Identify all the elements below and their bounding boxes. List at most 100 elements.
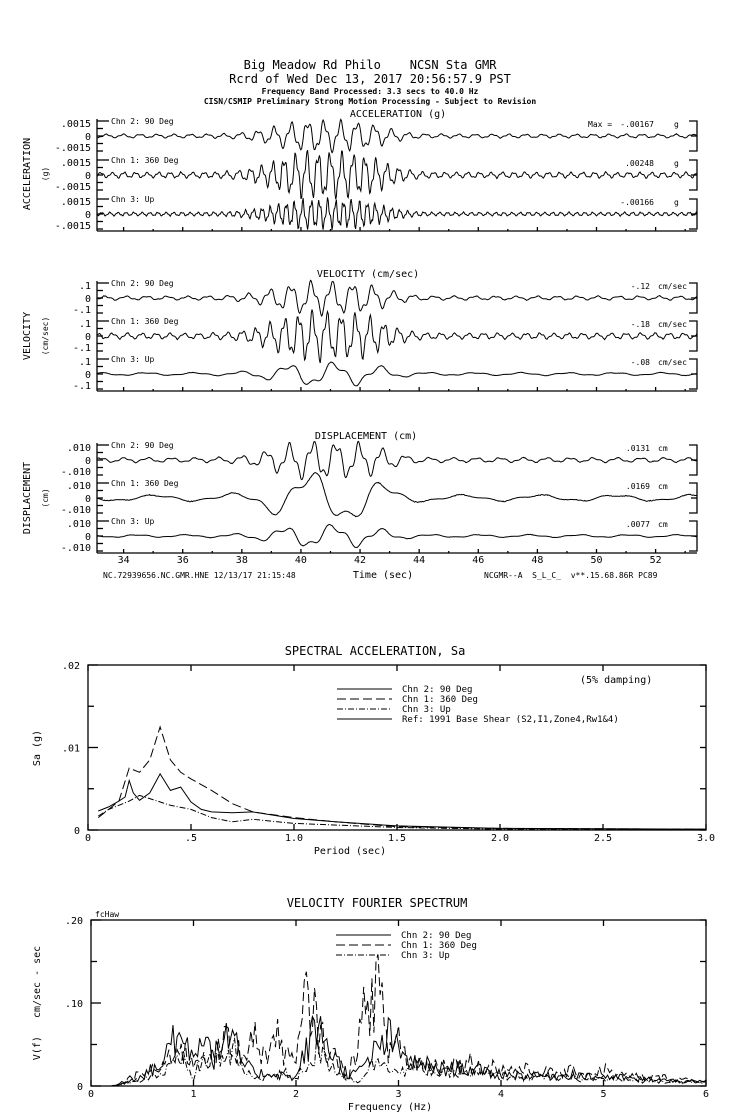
legend-label: Chn 1: 360 Deg	[401, 941, 477, 951]
scale-label-bottom: -.1	[73, 305, 91, 316]
channel-max-value: -.00167	[620, 120, 654, 129]
channel-max-unit: cm/sec	[658, 320, 687, 329]
scale-label-zero: 0	[85, 171, 91, 182]
displacement-title: DISPLACEMENT (cm)	[315, 431, 417, 442]
waveform-trace	[97, 361, 697, 387]
channel-max-value: -.18	[631, 320, 650, 329]
channel-max-value: .0077	[626, 520, 650, 529]
x-tick-label: 2	[293, 1089, 299, 1100]
series-line-0	[91, 1014, 707, 1087]
scale-label-top: .1	[79, 281, 91, 292]
time-tick-label: 36	[177, 555, 189, 566]
scale-label-top: .010	[67, 443, 91, 454]
x-tick-label: 3	[395, 1089, 401, 1100]
footer-left: NC.72939656.NC.GMR.HNE 12/13/17 21:15:48	[103, 571, 296, 580]
fs-corner-label: fcHaw	[95, 910, 119, 919]
channel-max-unit: cm/sec	[658, 282, 687, 291]
scale-label-bottom: -.0015	[55, 221, 91, 232]
channel-max-value: .0131	[626, 444, 650, 453]
sa-annotation: (5% damping)	[580, 675, 652, 686]
max-prefix: Max =	[588, 120, 612, 129]
scale-label-zero: 0	[85, 494, 91, 505]
scale-label-zero: 0	[85, 532, 91, 543]
scale-label-zero: 0	[85, 210, 91, 221]
y-tick-label: .02	[62, 661, 80, 672]
legend-label: Chn 1: 360 Deg	[402, 695, 478, 705]
series-line-1	[97, 725, 707, 830]
x-tick-label: 2.5	[594, 833, 612, 844]
waveform-trace	[96, 524, 697, 549]
acceleration-yunit: (g)	[41, 167, 50, 181]
x-tick-label: 5	[600, 1089, 606, 1100]
x-tick-label: 4	[498, 1089, 504, 1100]
channel-max-value: -.12	[631, 282, 650, 291]
waveform-trace	[96, 150, 698, 200]
acceleration-panel: ACCELERATION (g) ACCELERATION (g) Chn 2:…	[22, 109, 698, 232]
waveform-trace	[96, 440, 698, 481]
channel-max-unit: cm	[658, 520, 668, 529]
fs-title: VELOCITY FOURIER SPECTRUM	[287, 896, 468, 910]
plot-frame	[87, 664, 707, 831]
legend-label: Chn 3: Up	[402, 705, 451, 715]
channel-max-unit: g	[674, 120, 679, 129]
sa-ylabel: Sa (g)	[32, 730, 43, 766]
waveform-trace	[96, 118, 698, 154]
displacement-ylabel: DISPLACEMENT	[22, 462, 33, 534]
time-tick-label: 44	[413, 555, 425, 566]
velocity-title: VELOCITY (cm/sec)	[317, 269, 419, 280]
legend-label: Chn 2: 90 Deg	[401, 931, 471, 941]
channel-label: Chn 1: 360 Deg	[111, 317, 179, 326]
waveform-trace	[96, 197, 698, 230]
x-tick-label: 1	[190, 1089, 196, 1100]
scale-label-bottom: -.0015	[55, 143, 91, 154]
scale-label-top: .0015	[61, 158, 91, 169]
channel-max-value: -.00166	[620, 198, 654, 207]
header-line4: CISN/CSMIP Preliminary Strong Motion Pro…	[204, 96, 537, 106]
time-tick-label: 42	[354, 555, 366, 566]
x-tick-label: 2.0	[491, 833, 509, 844]
scale-label-bottom: -.010	[61, 543, 91, 554]
spectral-acceleration-chart: SPECTRAL ACCELERATION, Sa Sa (g) Period …	[32, 644, 715, 857]
channel-label: Chn 2: 90 Deg	[111, 279, 174, 288]
channel-label: Chn 2: 90 Deg	[111, 441, 174, 450]
scale-label-zero: 0	[85, 294, 91, 305]
sa-title: SPECTRAL ACCELERATION, Sa	[285, 644, 466, 658]
scale-label-top: .0015	[61, 197, 91, 208]
channel-max-value: .00248	[625, 159, 654, 168]
scale-label-bottom: -.1	[73, 343, 91, 354]
fs-ylabel: V(f) cm/sec - sec	[32, 946, 43, 1060]
velocity-panel: VELOCITY (cm/sec) VELOCITY (cm/sec) Chn …	[22, 269, 698, 392]
channel-max-value: -.08	[631, 358, 650, 367]
waveform-trace	[97, 279, 698, 318]
series-line-2	[98, 794, 706, 830]
y-tick-label: 0	[74, 826, 80, 837]
channel-max-unit: cm	[658, 482, 668, 491]
legend-label: Chn 2: 90 Deg	[402, 685, 472, 695]
y-tick-label: .10	[65, 999, 83, 1010]
waveform-trace	[96, 472, 698, 518]
sa-xlabel: Period (sec)	[314, 846, 386, 857]
scale-label-zero: 0	[85, 332, 91, 343]
series-line-0	[98, 772, 707, 830]
time-tick-label: 40	[295, 555, 307, 566]
scale-label-top: .010	[67, 519, 91, 530]
waveform-trace	[96, 309, 698, 364]
scale-label-bottom: -.010	[61, 505, 91, 516]
scale-label-top: .0015	[61, 119, 91, 130]
displacement-yunit: (cm)	[41, 488, 50, 507]
channel-label: Chn 3: Up	[111, 195, 155, 204]
x-tick-label: 0	[85, 833, 91, 844]
scale-label-bottom: -.010	[61, 467, 91, 478]
time-tick-label: 46	[472, 555, 484, 566]
y-tick-label: .20	[65, 916, 83, 927]
legend-label: Ref: 1991 Base Shear (S2,I1,Zone4,Rw1&4)	[402, 715, 619, 725]
x-tick-label: 6	[703, 1089, 709, 1100]
acceleration-ylabel: ACCELERATION	[22, 138, 33, 210]
scale-label-top: .010	[67, 481, 91, 492]
channel-max-unit: g	[674, 159, 679, 168]
scale-label-bottom: -.1	[73, 381, 91, 392]
footer-right: NCGMR--A S_L_C_ v**.15.68.86R PC89	[484, 571, 658, 580]
channel-label: Chn 3: Up	[111, 355, 155, 364]
series-line-1	[91, 954, 707, 1087]
fs-xlabel: Frequency (Hz)	[348, 1102, 432, 1113]
